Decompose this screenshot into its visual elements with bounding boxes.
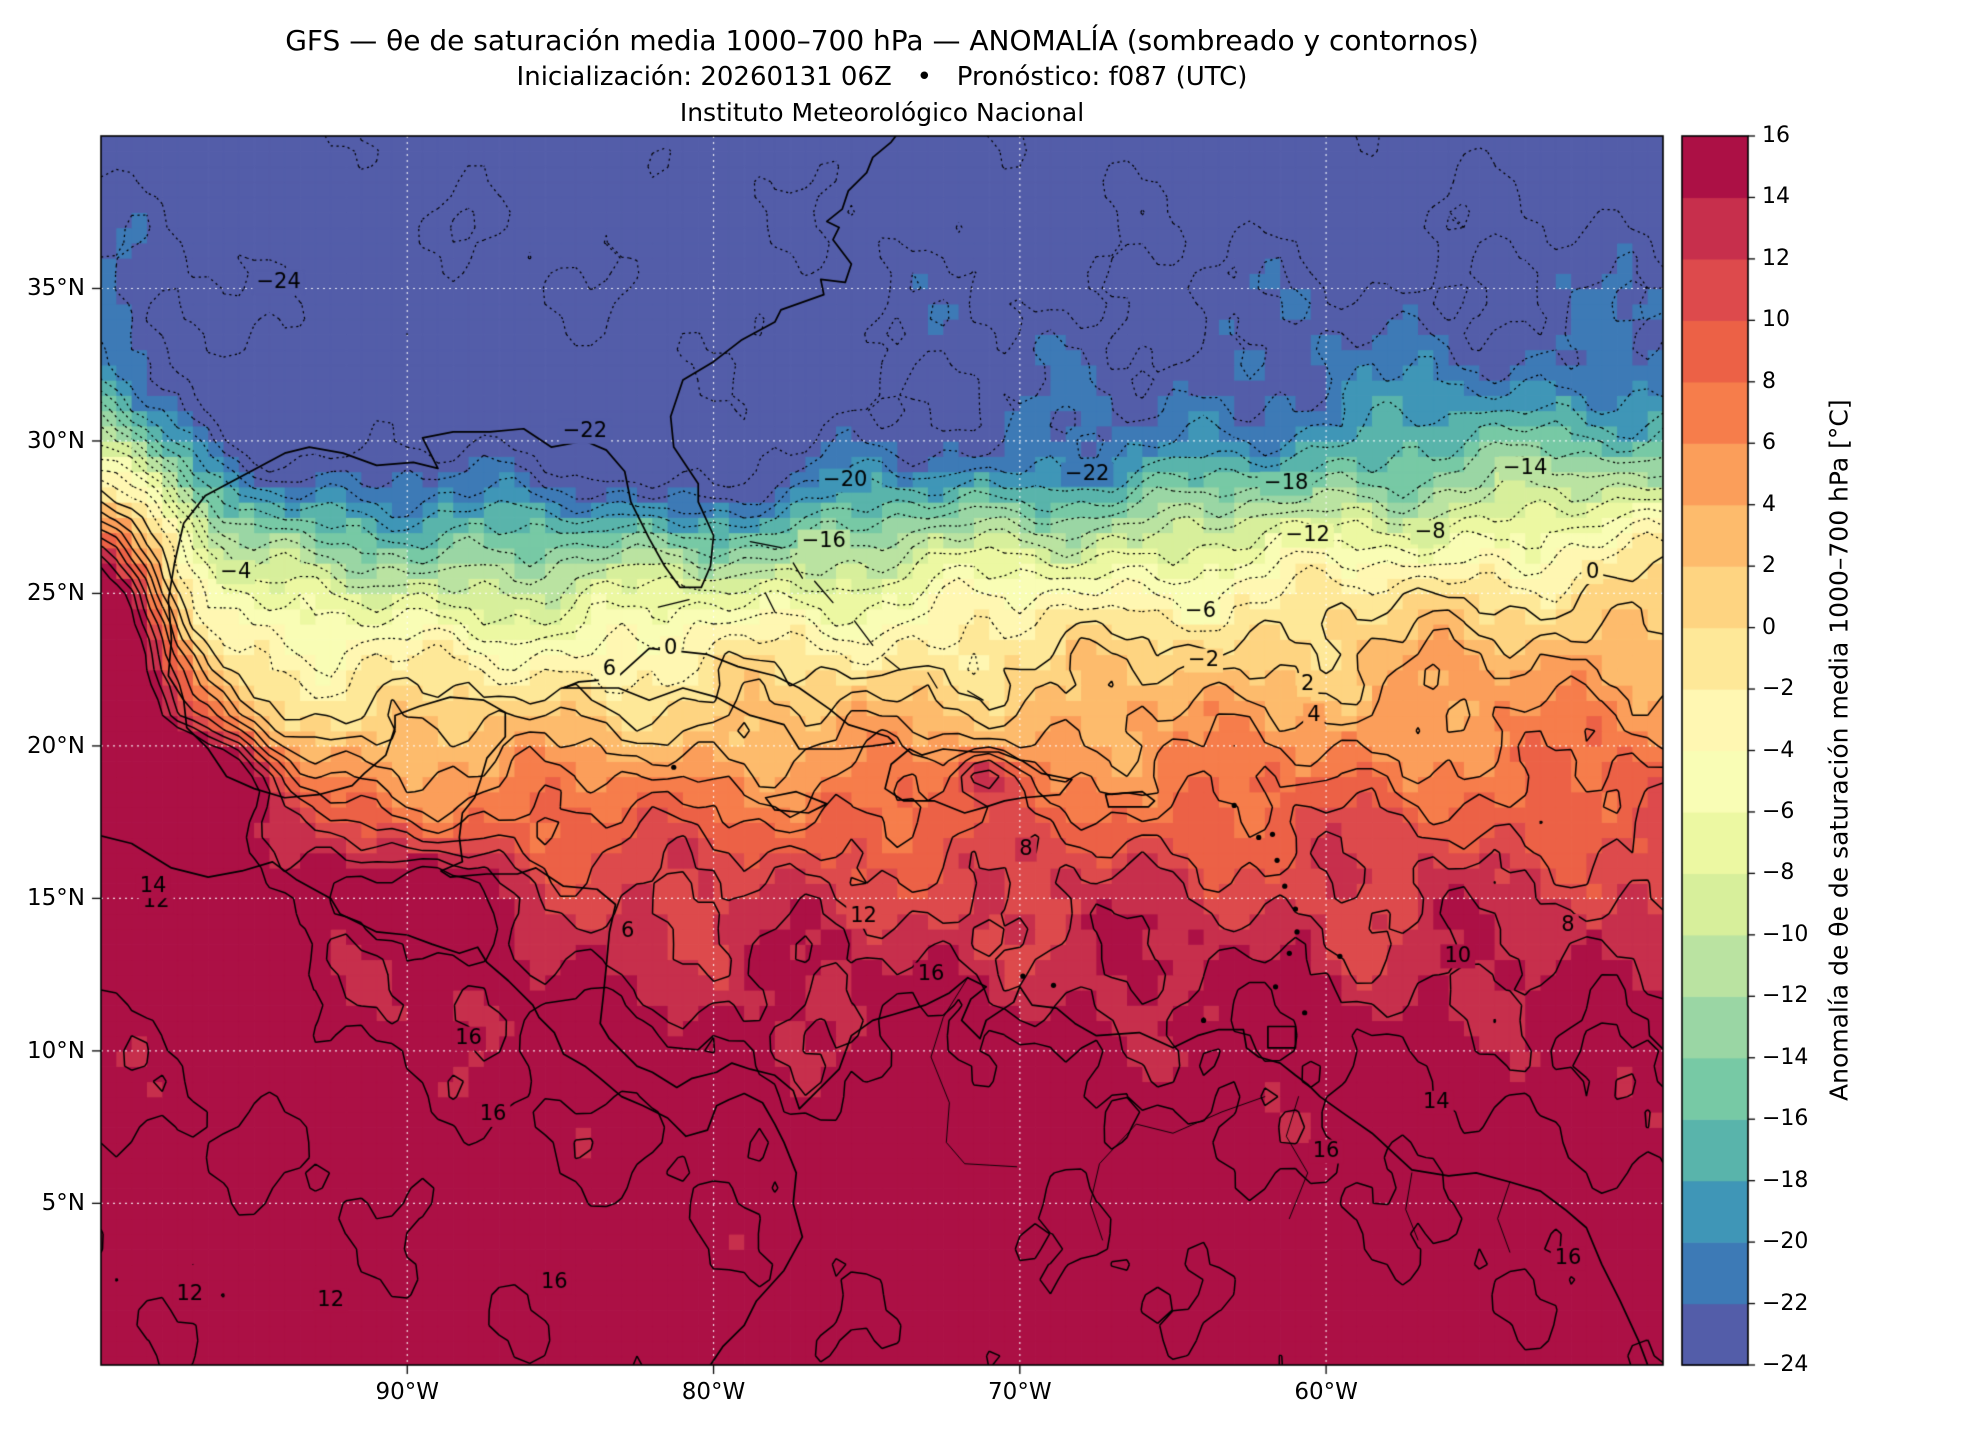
colorbar-tick-label: −22 <box>1762 1290 1809 1316</box>
chart-title: GFS — θe de saturación media 1000–700 hP… <box>285 24 1479 57</box>
colorbar-tick-label: −24 <box>1762 1352 1809 1377</box>
colorbar-tick-label: −8 <box>1762 860 1795 886</box>
colorbar-tick-label: −18 <box>1762 1167 1809 1193</box>
x-axis-tick-label: 80°W <box>681 1379 746 1405</box>
y-axis-tick-label: 25°N <box>27 580 85 607</box>
colorbar-tick-label: −20 <box>1762 1229 1809 1255</box>
colorbar-tick-label: −6 <box>1762 798 1795 824</box>
colorbar-tick-label: −12 <box>1762 983 1809 1009</box>
colorbar-tick-label: 2 <box>1762 553 1776 579</box>
colorbar-tick-label: 8 <box>1762 368 1776 394</box>
x-axis-tick-label: 70°W <box>988 1379 1052 1405</box>
chart-subtitle: Inicialización: 20260131 06Z • Pronóstic… <box>516 62 1248 92</box>
colorbar-tick-label: 10 <box>1762 307 1790 333</box>
colorbar-tick-label: 0 <box>1762 614 1776 640</box>
colorbar-tick-label: 16 <box>1762 123 1790 148</box>
colorbar-tick-label: −2 <box>1762 676 1795 702</box>
colorbar-tick-label: 14 <box>1762 184 1790 210</box>
colorbar-tick-label: −16 <box>1762 1106 1809 1132</box>
y-axis-tick-label: 30°N <box>27 427 85 454</box>
colorbar-tick-label: 6 <box>1762 430 1776 456</box>
y-axis-tick-label: 35°N <box>27 275 85 302</box>
chart-institution: Instituto Meteorológico Nacional <box>679 98 1085 127</box>
colorbar-tick-label: 4 <box>1762 491 1776 517</box>
colorbar-tick-label: −4 <box>1762 737 1795 763</box>
colorbar-axis-label: Anomalía de θe de saturación media 1000–… <box>1824 399 1854 1102</box>
x-axis-tick-label: 60°W <box>1294 1379 1358 1405</box>
colorbar-tick-label: −10 <box>1762 921 1809 947</box>
colorbar-tick-label: 12 <box>1762 245 1790 271</box>
y-axis-tick-label: 5°N <box>41 1190 85 1217</box>
y-axis-tick-label: 20°N <box>27 732 85 759</box>
colorbar-tick-label: −14 <box>1762 1044 1809 1070</box>
y-axis-tick-label: 15°N <box>27 885 85 912</box>
x-axis-tick-label: 90°W <box>375 1379 440 1405</box>
y-axis-tick-label: 10°N <box>27 1037 85 1064</box>
